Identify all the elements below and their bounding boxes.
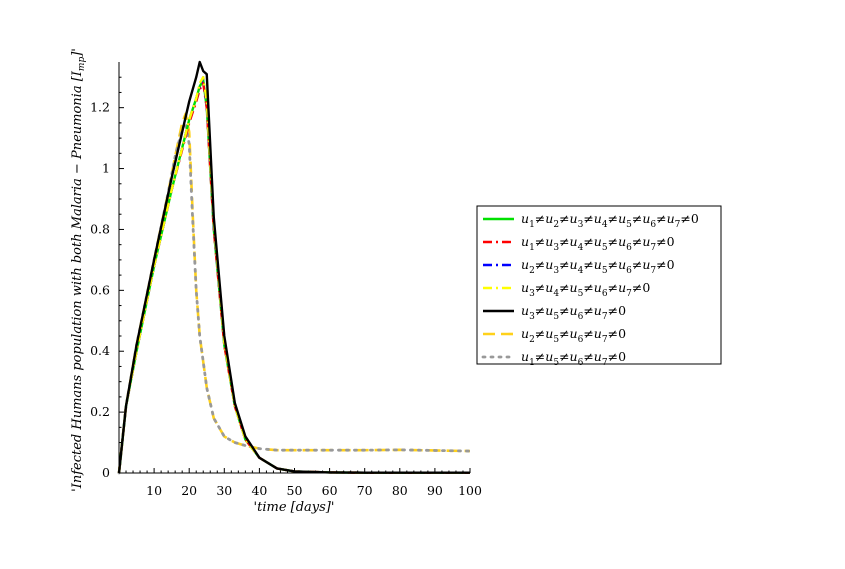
y-axis-label-main: 'Infected Humans population with both Ma… [70,75,85,492]
x-tick-label: 60 [322,483,338,498]
y-tick-label: 0.8 [90,221,110,236]
axes-group [118,62,470,474]
legend-label-6: u2≠u5≠u6≠u7≠0 [521,326,626,345]
x-axis-label: 'time [days]' [254,500,335,515]
legend-box [476,205,722,365]
series-line-1 [117,79,470,474]
legend-label-5: u3≠u5≠u6≠u7≠0 [521,303,626,322]
legend: u1≠u2≠u3≠u4≠u5≠u6≠u7≠0 u1≠u3≠u4≠u5≠u6≠u7≠… [476,205,722,368]
y-tick-label: 0.2 [90,404,110,419]
legend-label-2: u1≠u3≠u4≠u5≠u6≠u7≠0 [521,234,675,253]
x-tick-label: 70 [357,483,373,498]
legend-label-7: u1≠u5≠u6≠u7≠0 [521,349,626,368]
y-tick-label: 1 [102,161,110,176]
x-tick-label: 10 [146,483,162,498]
series-line-3 [117,76,470,474]
series-group [117,60,472,475]
y-axis-label: 'Infected Humans population with both Ma… [70,48,87,492]
y-tick-label: 1.2 [90,100,110,115]
y-tick-label: 0.6 [90,282,110,297]
y-axis-label-symbol: I [70,70,85,77]
y-axis-label-sub: mp [77,57,87,72]
x-tick-label: 30 [216,483,232,498]
ticks-group: 10 20 30 40 50 60 70 80 90 100 0 0.2 0.4 0.6 0.8 1 1.2 [90,76,482,498]
x-tick-label: 50 [287,483,303,498]
legend-label-3: u2≠u3≠u4≠u5≠u6≠u7≠0 [521,257,675,276]
x-tick-label: 100 [458,483,482,498]
legend-label-4: u3≠u4≠u5≠u6≠u7≠0 [521,280,650,299]
y-tick-label: 0 [102,465,110,480]
y-axis-label-close: ]' [70,48,85,58]
series-line-7 [117,121,472,475]
legend-entries: u1≠u2≠u3≠u4≠u5≠u6≠u7≠0 u1≠u3≠u4≠u5≠u6≠u7≠… [481,211,699,368]
x-tick-label: 40 [251,483,267,498]
y-tick-label: 0.4 [90,343,110,358]
x-tick-label: 90 [427,483,443,498]
series-line-2 [117,82,470,474]
legend-label-1: u1≠u2≠u3≠u4≠u5≠u6≠u7≠0 [521,211,699,230]
x-tick-label: 80 [392,483,408,498]
x-tick-label: 20 [181,483,197,498]
series-line-6 [117,112,471,474]
series-line-5 [117,60,470,474]
series-line-4 [117,76,470,474]
